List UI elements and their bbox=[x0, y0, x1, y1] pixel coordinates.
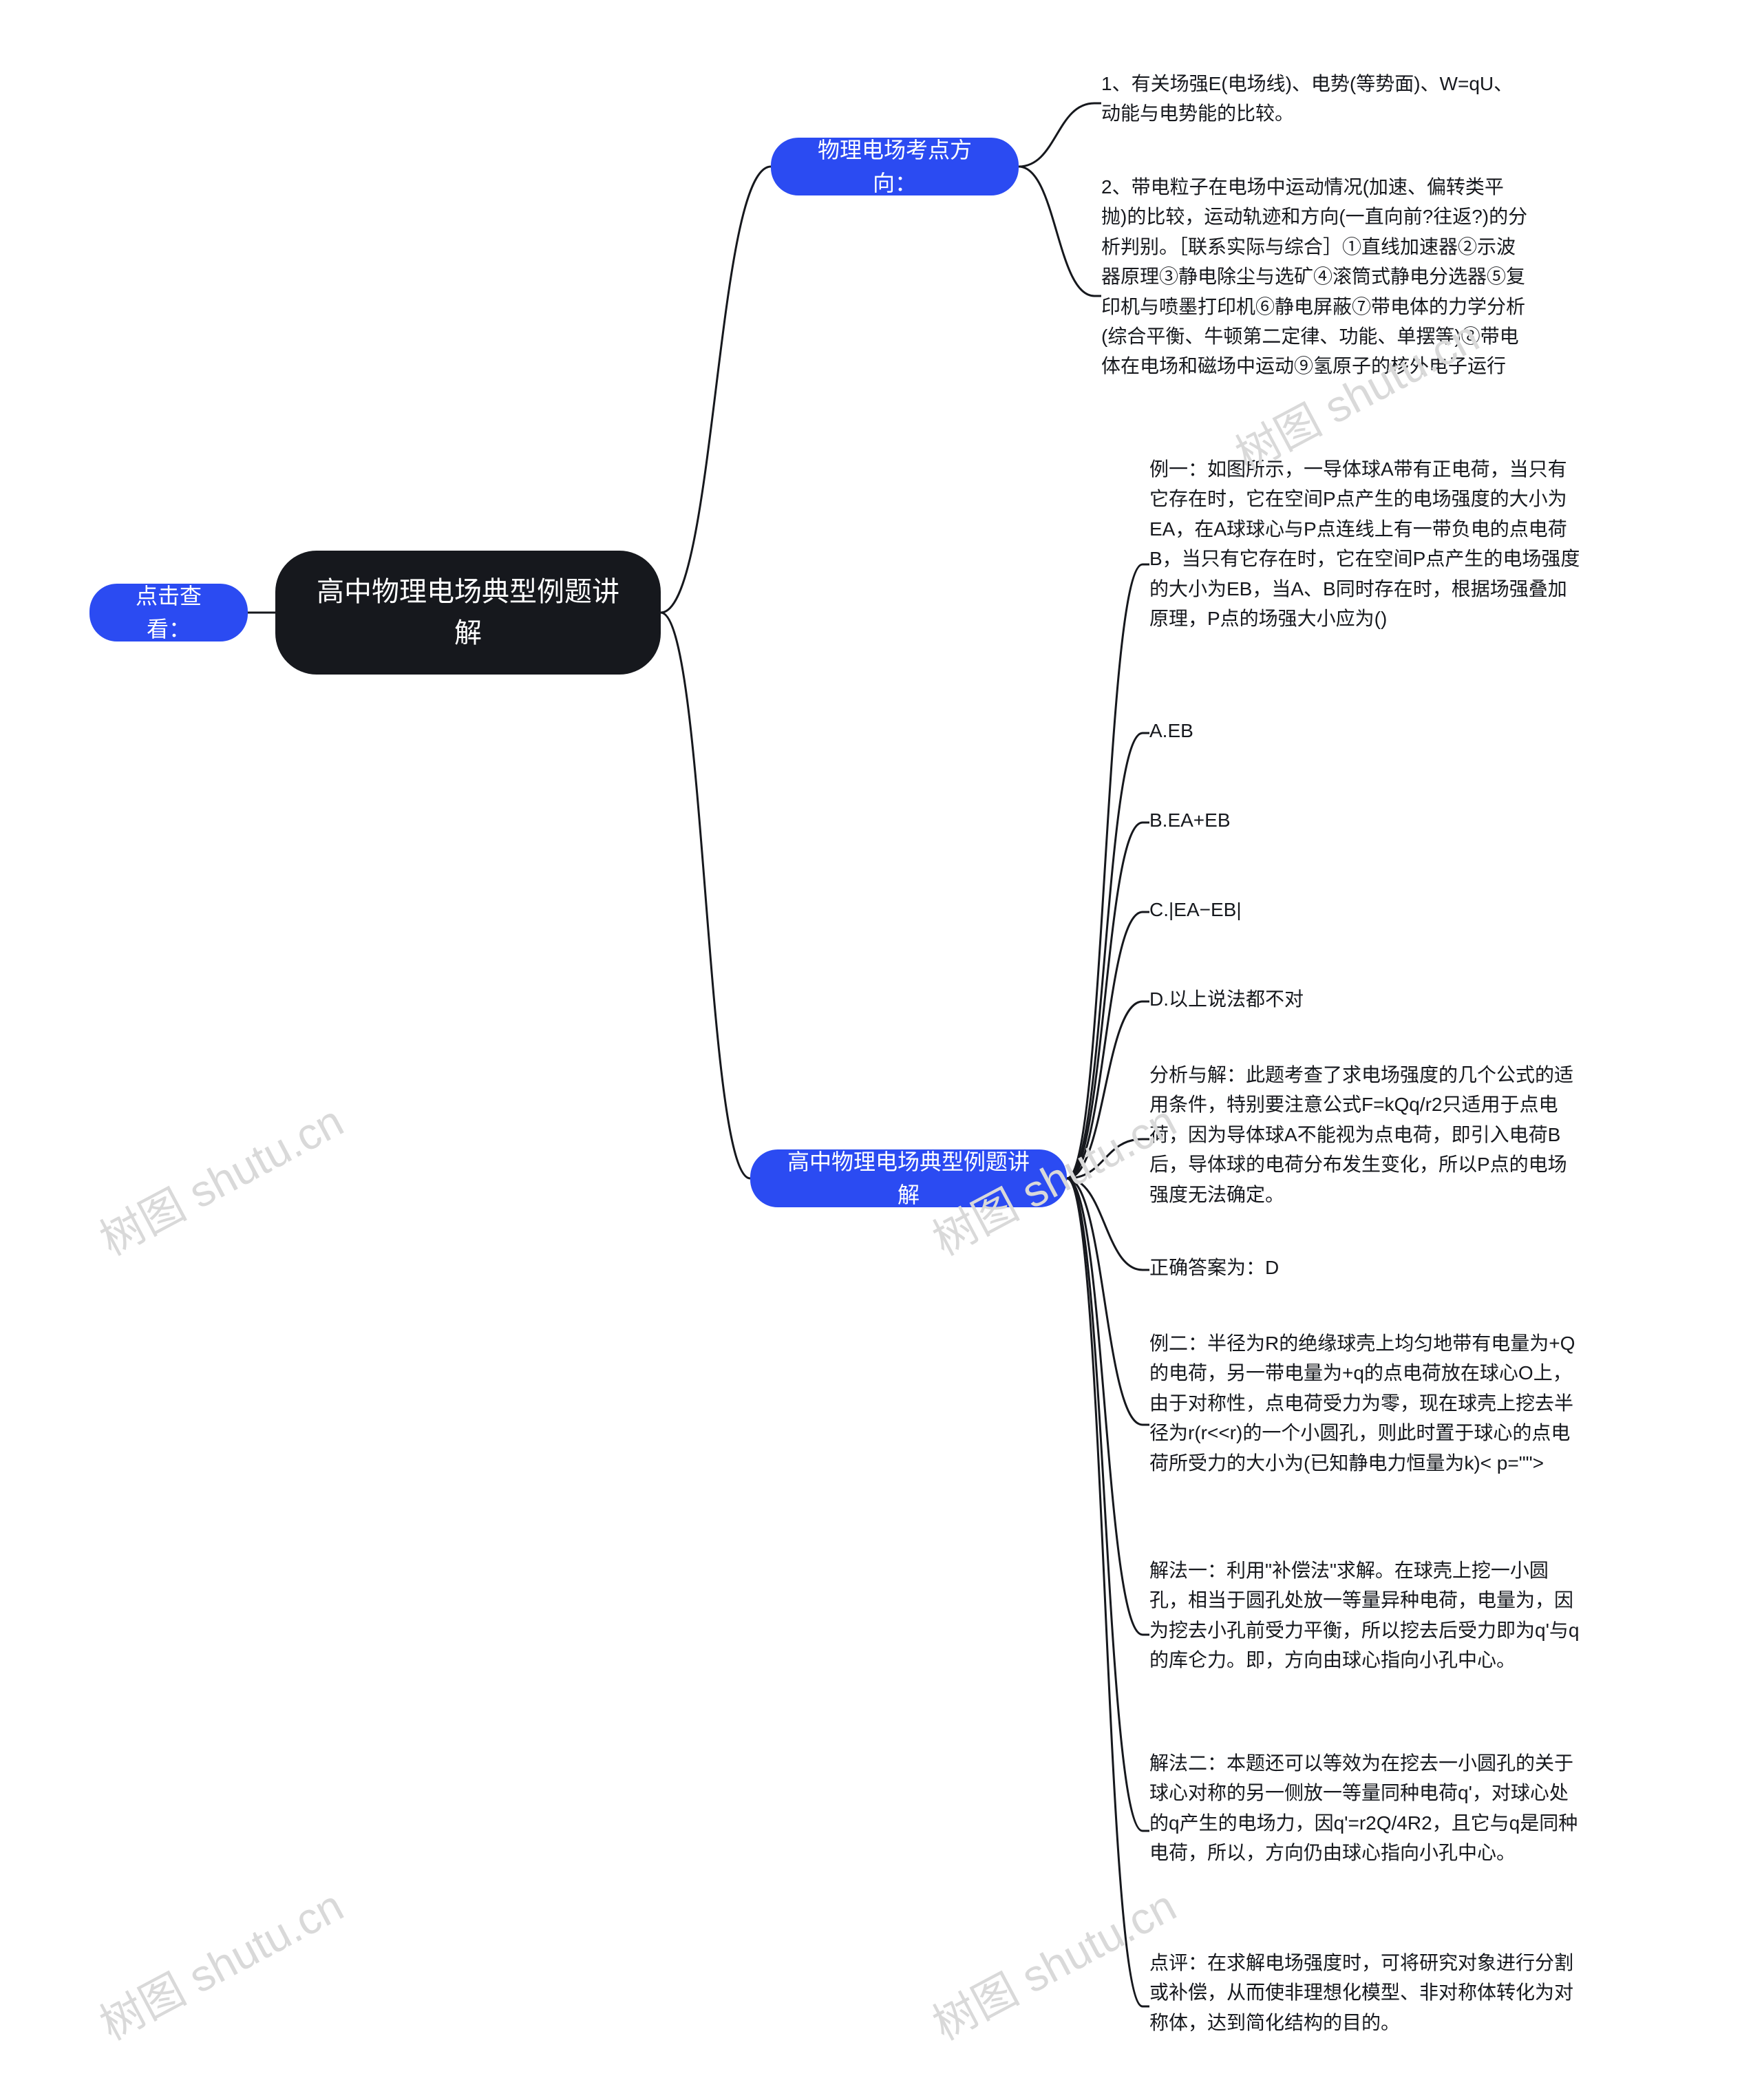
watermark-1: 树图 shutu.cn bbox=[87, 1087, 353, 1268]
watermark-4: 树图 shutu.cn bbox=[920, 1871, 1186, 2053]
leaf-node-1-1: A.EB bbox=[1149, 716, 1583, 745]
watermark-3: 树图 shutu.cn bbox=[87, 1871, 353, 2053]
leaf-node-0-1: 2、带电粒子在电场中运动情况(加速、偏转类平抛)的比较，运动轨迹和方向(一直向前… bbox=[1101, 172, 1528, 381]
leaf-node-1-4: D.以上说法都不对 bbox=[1149, 984, 1583, 1014]
leaf-node-1-3: C.|EA−EB| bbox=[1149, 895, 1583, 924]
leaf-node-1-6: 正确答案为：D bbox=[1149, 1253, 1583, 1282]
leaf-node-1-7: 例二：半径为R的绝缘球壳上均匀地带有电量为+Q的电荷，另一带电量为+q的点电荷放… bbox=[1149, 1328, 1583, 1478]
leaf-node-1-2: B.EA+EB bbox=[1149, 805, 1583, 835]
leaf-node-1-5: 分析与解：此题考查了求电场强度的几个公式的适用条件，特别要注意公式F=kQq/r… bbox=[1149, 1060, 1583, 1209]
leaf-node-1-9: 解法二：本题还可以等效为在挖去一小圆孔的关于球心对称的另一侧放一等量同种电荷q'… bbox=[1149, 1748, 1583, 1868]
leaf-node-1-0: 例一：如图所示，一导体球A带有正电荷，当只有它存在时，它在空间P点产生的电场强度… bbox=[1149, 454, 1583, 633]
leaf-node-1-10: 点评：在求解电场强度时，可将研究对象进行分割或补偿，从而使非理想化模型、非对称体… bbox=[1149, 1948, 1583, 2037]
leaf-node-0-0: 1、有关场强E(电场线)、电势(等势面)、W=qU、动能与电势能的比较。 bbox=[1101, 69, 1528, 129]
left-node: 点击查看： bbox=[89, 584, 248, 641]
leaf-node-1-8: 解法一：利用"补偿法"求解。在球壳上挖一小圆孔，相当于圆孔处放一等量异种电荷，电… bbox=[1149, 1556, 1583, 1675]
branch-node-1: 高中物理电场典型例题讲解 bbox=[750, 1149, 1067, 1207]
root-node: 高中物理电场典型例题讲解 bbox=[275, 551, 661, 675]
branch-node-0: 物理电场考点方向： bbox=[771, 138, 1019, 195]
